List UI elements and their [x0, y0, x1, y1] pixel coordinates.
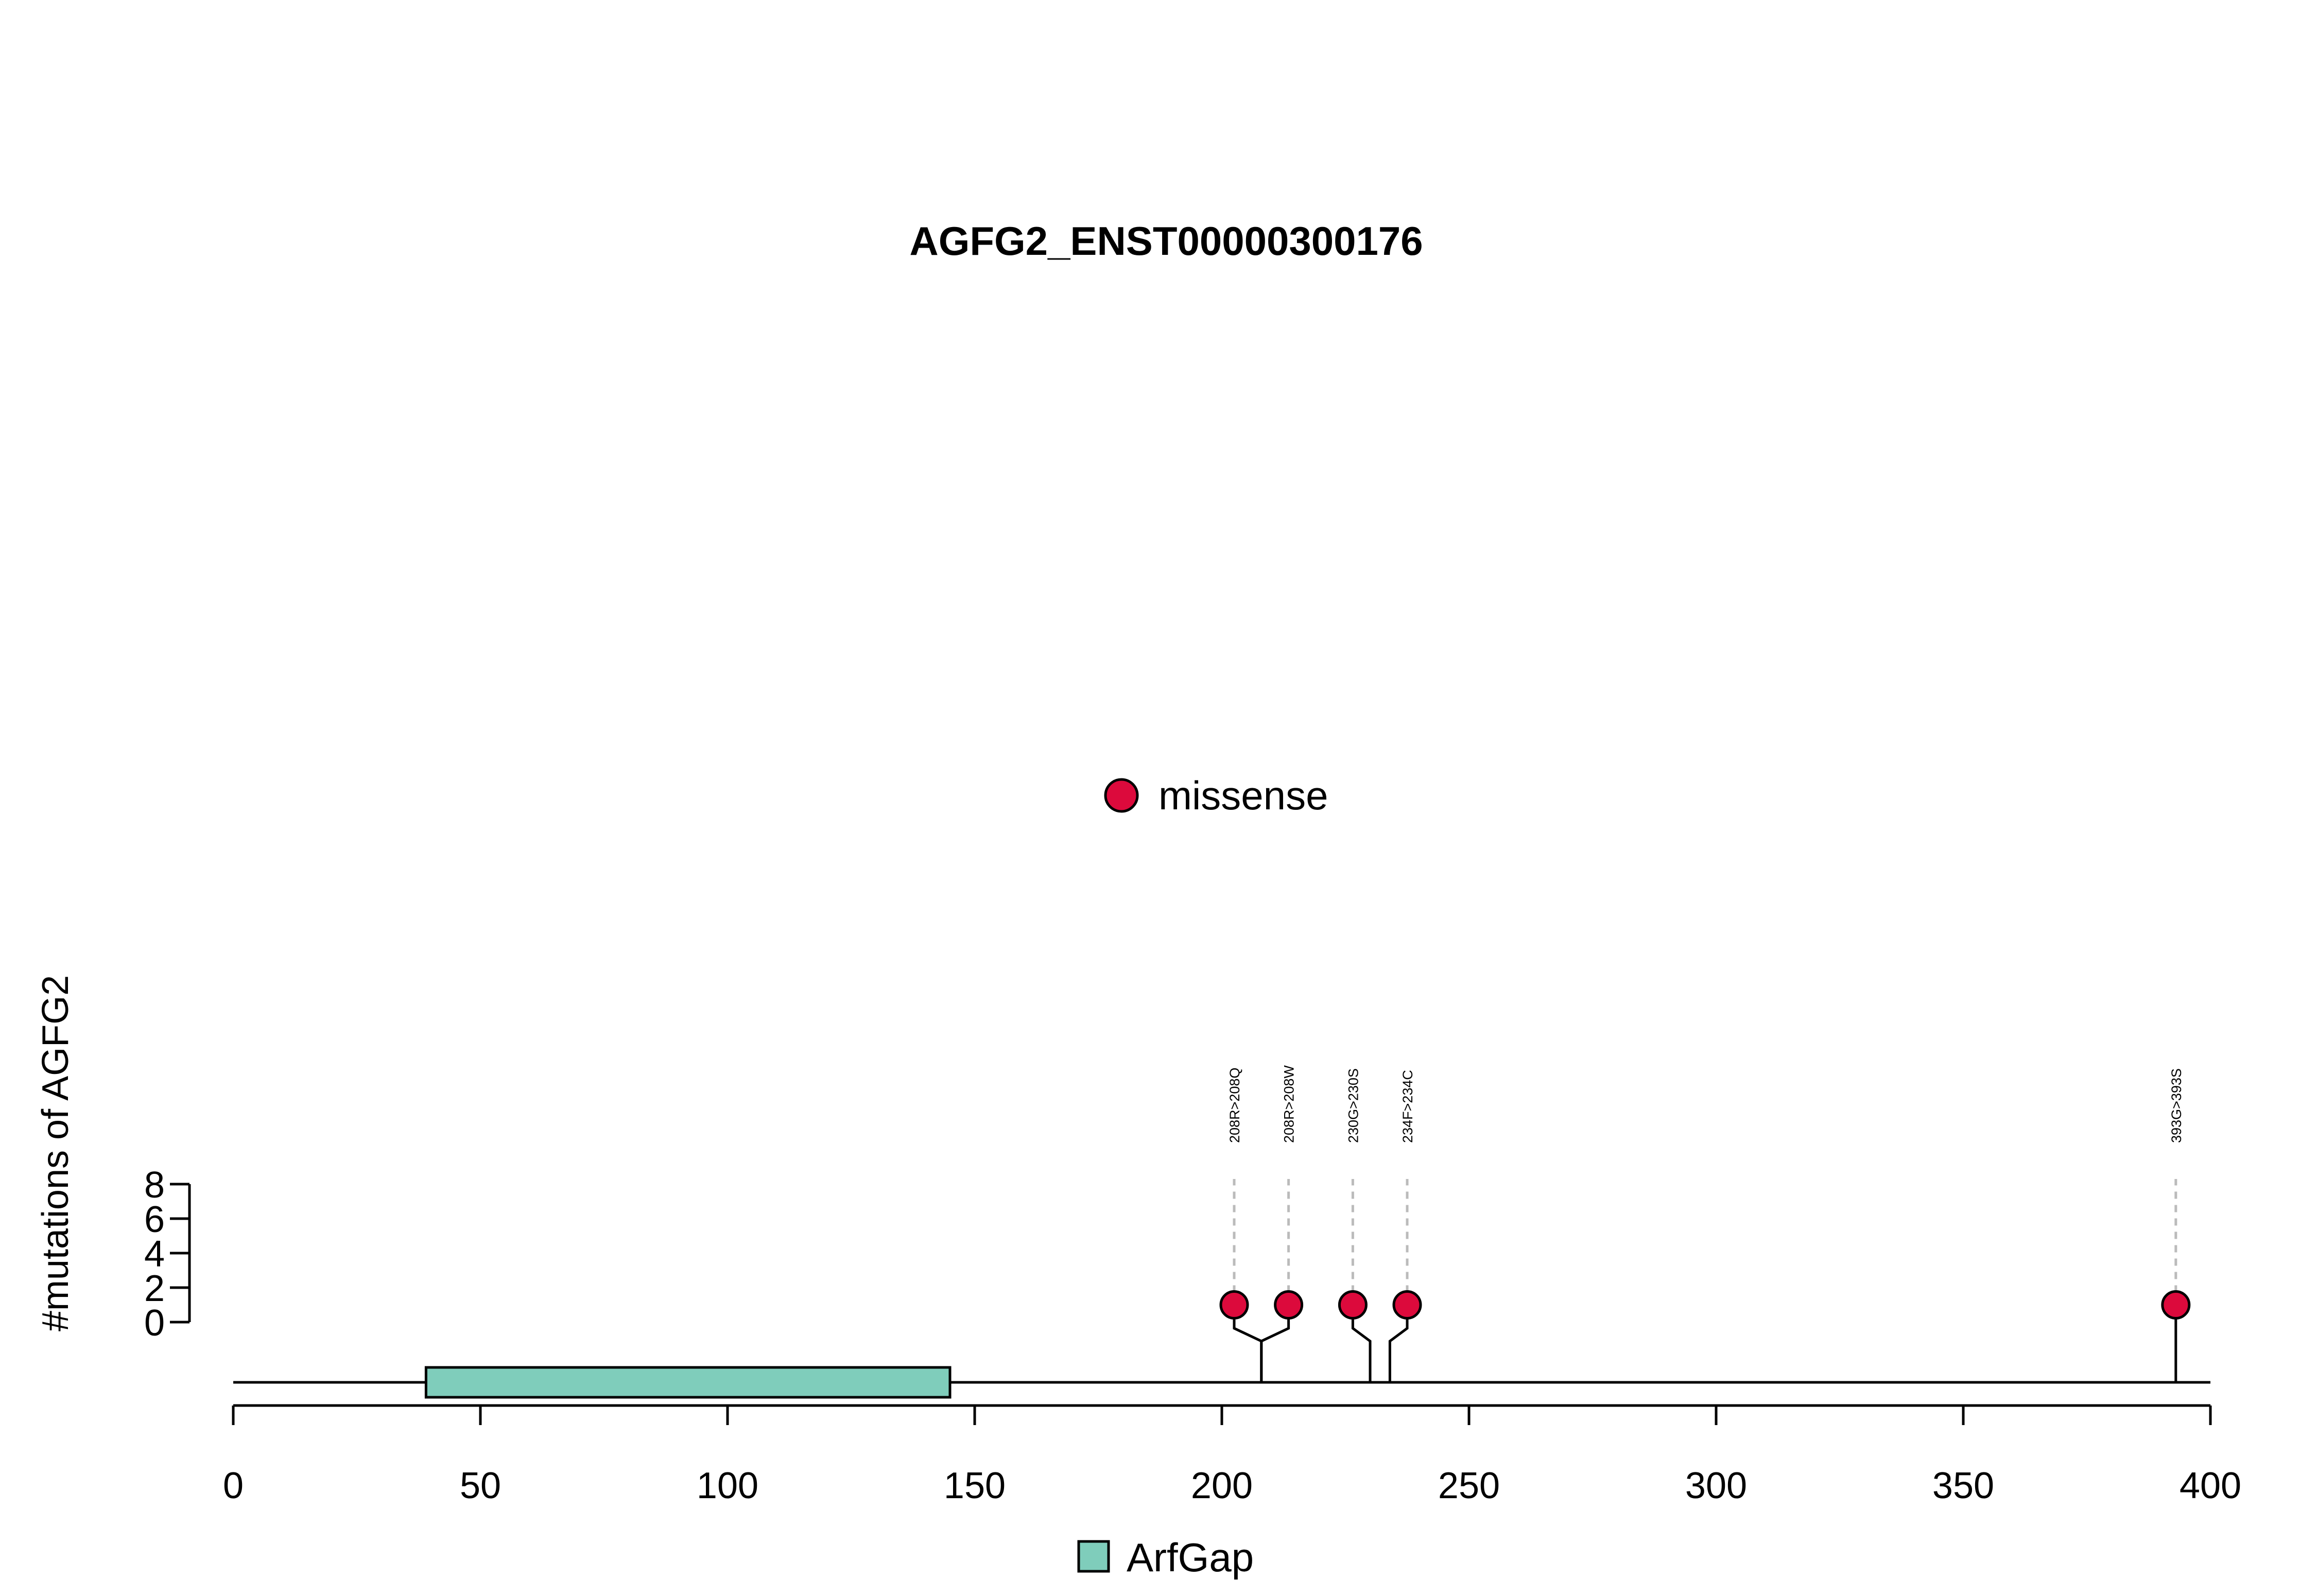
- x-tick-label: 300: [1685, 1465, 1747, 1506]
- y-axis-label: #mutations of AGFG2: [35, 975, 76, 1331]
- y-tick-label: 2: [144, 1268, 165, 1309]
- mutation-208R>208W: 208R>208W: [1260, 1065, 1304, 1382]
- domain-track: [424, 1366, 952, 1399]
- lollipop-stem: [1388, 1314, 1409, 1382]
- x-tick-label: 50: [460, 1465, 501, 1506]
- y-tick-label: 8: [144, 1165, 165, 1206]
- lollipop-head: [1219, 1290, 1249, 1320]
- domain-legend: ArfGap: [1077, 1535, 1254, 1580]
- mutation-393G>393S: 393G>393S: [2161, 1068, 2191, 1382]
- x-tick-label: 150: [944, 1465, 1006, 1506]
- y-tick-label: 0: [144, 1303, 165, 1344]
- mutation-label: 208R>208Q: [1227, 1068, 1242, 1143]
- mutation-type-legend: missense: [1104, 773, 1328, 818]
- lollipop-head: [1274, 1290, 1304, 1320]
- arfgap-legend-label: ArfGap: [1127, 1535, 1254, 1580]
- mutation-lollipops: 208R>208Q 208R>208W 230G>230S 234F>234C 393G…: [1219, 1065, 2191, 1382]
- y-tick-label: 6: [144, 1199, 165, 1240]
- mutation-label: 393G>393S: [2169, 1068, 2184, 1143]
- lollipop-stem: [1260, 1314, 1290, 1382]
- mutation-label: 234F>234C: [1400, 1070, 1415, 1143]
- lollipop-head: [1338, 1290, 1368, 1320]
- mutation-230G>230S: 230G>230S: [1338, 1068, 1372, 1382]
- x-tick-label: 350: [1932, 1465, 1994, 1506]
- missense-legend-label: missense: [1158, 773, 1328, 818]
- lollipop-stem: [1351, 1314, 1372, 1382]
- missense-legend-marker: [1104, 778, 1139, 813]
- x-tick-label: 100: [697, 1465, 758, 1506]
- x-tick-label: 250: [1438, 1465, 1500, 1506]
- x-tick-label: 0: [223, 1465, 244, 1506]
- domain-arfgap: [424, 1366, 952, 1399]
- y-tick-label: 4: [144, 1234, 165, 1275]
- lollipop-head: [1392, 1290, 1422, 1320]
- mutation-label: 208R>208W: [1282, 1065, 1297, 1143]
- arfgap-legend-swatch: [1077, 1540, 1110, 1573]
- x-tick-label: 400: [2180, 1465, 2241, 1506]
- mutation-label: 230G>230S: [1345, 1068, 1361, 1143]
- chart-title: AGFG2_ENST00000300176: [909, 218, 1423, 264]
- lollipop-head: [2161, 1290, 2191, 1320]
- x-axis: 0 50 100 150 200 250 300 350 400: [223, 1404, 2241, 1506]
- x-tick-label: 200: [1191, 1465, 1253, 1506]
- mutation-234F>234C: 234F>234C: [1388, 1070, 1422, 1382]
